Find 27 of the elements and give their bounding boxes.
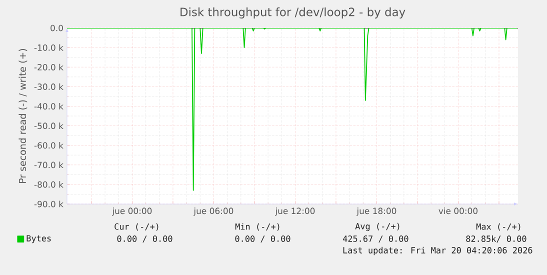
y-tick-label: -10.0 k xyxy=(34,44,64,51)
y-tick-label: -50.0 k xyxy=(34,122,64,130)
y-tick-label: -70.0 k xyxy=(34,162,64,168)
y-tick-label: 0.0 xyxy=(50,24,63,32)
x-tick-label: jue 06:00 xyxy=(194,208,234,216)
x-tick-label: jue 18:00 xyxy=(356,208,396,216)
x-tick-label: vie 00:00 xyxy=(438,208,478,214)
y-axis-title: Pr second read (-) / write (+) xyxy=(18,49,28,183)
x-tick-label: jue 12:00 xyxy=(275,208,315,216)
text: Min (-/+) xyxy=(235,223,280,231)
text: Avg (-/+) xyxy=(355,222,400,232)
text: Max (-/+) xyxy=(476,223,520,231)
text: 0.00 / 0.00 xyxy=(235,235,290,243)
text: Last update: Fri Mar 20 04:20:06 2026 xyxy=(343,246,532,256)
y-tick-label: -80.0 k xyxy=(34,181,64,188)
text: 0.00 / 0.00 xyxy=(117,235,172,243)
y-tick-label: -30.0 k xyxy=(34,83,64,90)
chart-title: Disk throughput for /dev/loop2 - by day xyxy=(180,7,406,19)
y-tick-label: -60.0 k xyxy=(34,142,64,149)
text: 425.67 / 0.00 xyxy=(342,235,408,243)
text: 82.85k/ 0.00 xyxy=(466,235,526,243)
text: Cur (-/+) xyxy=(114,223,158,231)
y-tick-label: -40.0 k xyxy=(34,102,64,110)
legend-label: Bytes xyxy=(26,235,51,244)
y-tick-label: -20.0 k xyxy=(34,64,64,70)
y-tick-label: -90.0 k xyxy=(34,200,64,208)
x-tick-label: jue 00:00 xyxy=(112,208,152,216)
